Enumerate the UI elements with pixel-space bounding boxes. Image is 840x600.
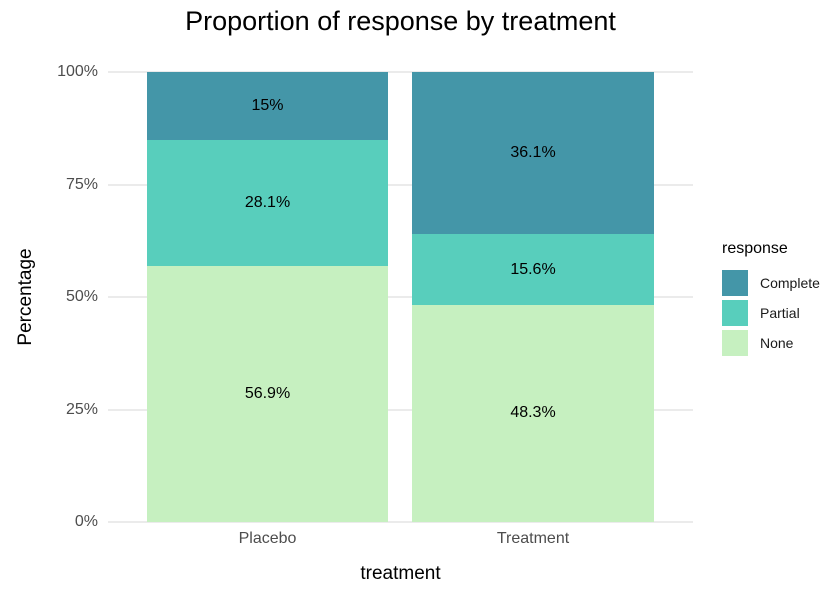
legend: response Complete Partial None <box>722 240 820 360</box>
bar-value-label-treatment-complete: 36.1% <box>510 144 556 162</box>
bar-segment-treatment-partial: 15.6% <box>412 234 654 305</box>
gridline-50% <box>108 296 693 298</box>
legend-title: response <box>722 240 788 257</box>
x-tick-label-placebo: Placebo <box>238 530 297 547</box>
bar-value-label-treatment-none: 48.3% <box>510 404 556 422</box>
y-tick-label-25%: 25% <box>65 400 98 418</box>
legend-key-none <box>722 330 748 356</box>
x-tick-label-treatment: Treatment <box>496 530 570 547</box>
legend-key-complete <box>722 270 748 296</box>
legend-label-complete: Complete <box>760 275 820 291</box>
legend-label-partial: Partial <box>760 305 800 321</box>
gridline-25% <box>108 408 693 411</box>
bar-value-label-placebo-none: 56.9% <box>244 384 291 402</box>
chart-title: Proportion of response by treatment <box>185 6 616 36</box>
bar-segment-placebo-partial: 28.1% <box>147 139 388 266</box>
legend-item-none: None <box>722 330 820 356</box>
legend-item-partial: Partial <box>722 300 820 326</box>
plot-panel: 15% 28.1% 56.9% 36.1% 15.6% 48.3% <box>108 71 693 523</box>
bar-treatment: 36.1% 15.6% 48.3% <box>412 72 654 522</box>
bar-segment-placebo-none: 56.9% <box>147 265 388 522</box>
y-axis-tick-labels: 0% 25% 50% 75% 100% <box>0 63 98 530</box>
y-tick-label-50%: 50% <box>65 288 98 305</box>
bar-segment-treatment-none: 48.3% <box>412 304 654 522</box>
gridline-75% <box>108 183 693 186</box>
legend-label-none: None <box>760 335 794 351</box>
legend-item-complete: Complete <box>722 270 820 296</box>
y-tick-label-0%: 0% <box>74 513 98 530</box>
legend-key-partial <box>722 300 748 326</box>
bar-value-label-placebo-partial: 28.1% <box>244 193 291 211</box>
y-tick-label-100%: 100% <box>57 63 98 80</box>
x-axis-title: treatment <box>360 563 441 584</box>
bar-placebo: 15% 28.1% 56.9% <box>147 72 388 522</box>
gridline-0% <box>108 521 693 523</box>
bar-segment-placebo-complete: 15% <box>147 72 388 140</box>
y-tick-label-75%: 75% <box>65 175 98 193</box>
bar-value-label-placebo-complete: 15% <box>251 96 284 114</box>
gridline-100% <box>108 71 693 73</box>
x-axis-tick-labels: Placebo Treatment <box>108 522 693 552</box>
bar-value-label-treatment-partial: 15.6% <box>510 260 556 278</box>
legend-items: Complete Partial None <box>722 270 820 356</box>
bar-segment-treatment-complete: 36.1% <box>412 72 654 235</box>
